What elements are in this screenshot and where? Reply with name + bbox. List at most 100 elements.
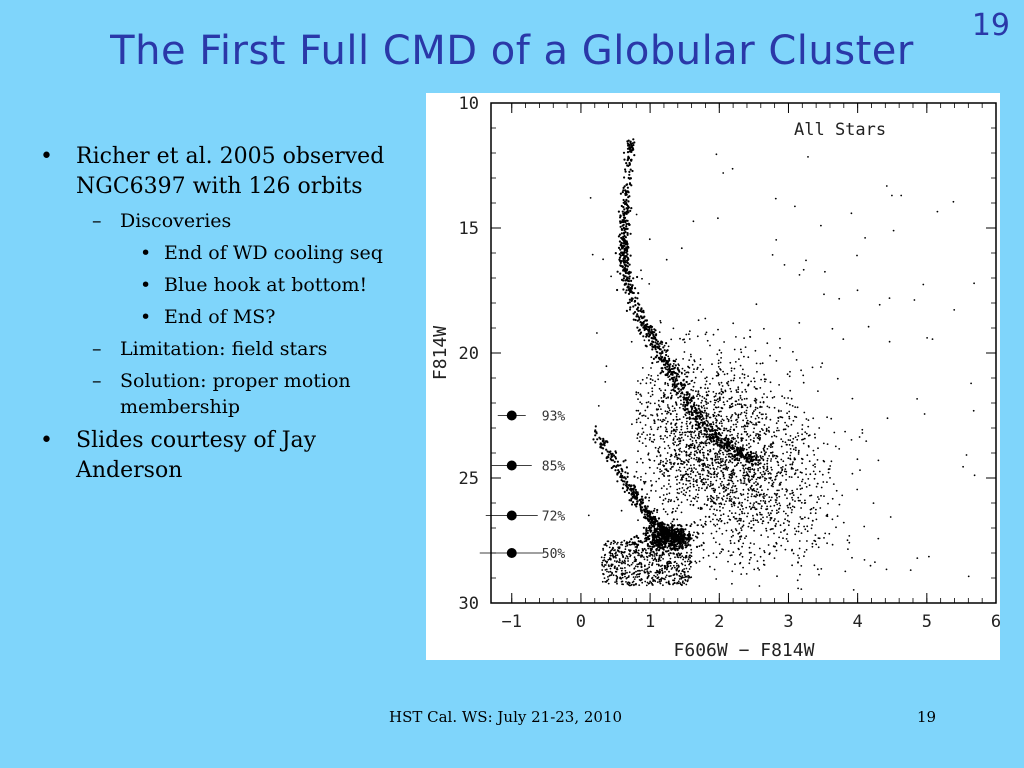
star-point <box>811 366 814 369</box>
star-point <box>625 162 628 165</box>
star-point <box>620 569 623 572</box>
star-point <box>688 367 691 369</box>
star-point <box>771 479 774 482</box>
star-point <box>622 242 625 245</box>
star-point <box>626 475 629 478</box>
star-point <box>705 412 708 415</box>
star-point <box>731 505 733 508</box>
star-point <box>701 448 704 451</box>
star-point <box>650 520 653 523</box>
star-point <box>710 500 712 503</box>
star-point <box>677 580 680 583</box>
star-point <box>844 570 847 573</box>
star-point <box>627 211 630 214</box>
star-point <box>816 482 819 485</box>
star-point <box>753 502 755 504</box>
star-point <box>721 451 724 454</box>
star-point <box>770 476 772 479</box>
star-point <box>715 436 717 439</box>
star-point <box>686 425 689 428</box>
star-point <box>711 427 714 430</box>
star-point <box>830 417 833 420</box>
star-point <box>603 577 606 579</box>
star-point <box>659 568 661 571</box>
star-point <box>689 524 692 528</box>
star-point <box>780 466 782 469</box>
star-point <box>699 409 701 411</box>
star-point <box>720 357 722 359</box>
star-point <box>663 356 666 359</box>
star-point <box>642 320 645 323</box>
star-point <box>794 446 797 449</box>
x-tick-label: 2 <box>714 612 724 632</box>
star-point <box>826 416 828 419</box>
star-point <box>705 444 708 447</box>
star-point <box>634 560 637 563</box>
star-point <box>634 576 637 578</box>
star-point <box>733 450 735 453</box>
x-tick-label: −1 <box>502 612 522 632</box>
star-point <box>681 421 683 424</box>
star-point <box>668 498 670 501</box>
star-point <box>730 415 733 418</box>
star-point <box>694 418 696 420</box>
star-point <box>649 545 652 548</box>
star-point <box>710 505 713 508</box>
star-point <box>685 333 688 336</box>
star-point <box>768 426 770 429</box>
star-point <box>750 556 752 559</box>
star-point <box>661 502 664 505</box>
star-point <box>595 431 598 434</box>
star-point <box>758 459 761 462</box>
star-point <box>658 446 661 448</box>
star-point <box>716 353 719 356</box>
star-point <box>707 478 709 481</box>
star-point <box>778 502 781 505</box>
star-point <box>667 355 670 358</box>
star-point <box>720 390 723 392</box>
star-point <box>627 200 630 203</box>
star-point <box>640 307 643 310</box>
star-point <box>743 377 746 379</box>
star-point <box>684 373 686 376</box>
star-point <box>665 536 668 539</box>
star-point <box>668 378 671 381</box>
star-point <box>670 377 673 380</box>
star-point <box>690 451 692 454</box>
star-point <box>874 561 876 563</box>
star-point <box>684 528 687 531</box>
star-point <box>732 516 735 518</box>
star-point <box>768 481 770 484</box>
star-point <box>767 470 769 473</box>
star-point <box>661 546 664 548</box>
star-point <box>736 520 739 523</box>
star-point <box>696 428 699 431</box>
star-point <box>672 418 675 421</box>
star-point <box>673 582 676 585</box>
star-point <box>680 388 683 391</box>
star-point <box>627 283 630 286</box>
star-point <box>707 390 710 393</box>
star-point <box>750 495 753 498</box>
star-point <box>719 447 722 449</box>
star-point <box>755 478 758 481</box>
star-point <box>771 443 773 445</box>
star-point <box>658 572 661 575</box>
star-point <box>652 434 655 436</box>
star-point <box>785 490 788 493</box>
star-point <box>632 572 635 575</box>
star-point <box>780 544 783 547</box>
star-point <box>636 319 639 322</box>
star-point <box>753 495 756 498</box>
star-point <box>662 363 666 366</box>
star-point <box>641 433 643 435</box>
star-point <box>718 392 720 395</box>
star-point <box>657 463 660 466</box>
star-point <box>674 435 677 438</box>
star-point <box>765 493 768 496</box>
star-point <box>620 543 622 546</box>
star-point <box>781 395 783 398</box>
star-point <box>659 425 662 428</box>
star-point <box>760 451 763 454</box>
star-point <box>679 458 682 461</box>
